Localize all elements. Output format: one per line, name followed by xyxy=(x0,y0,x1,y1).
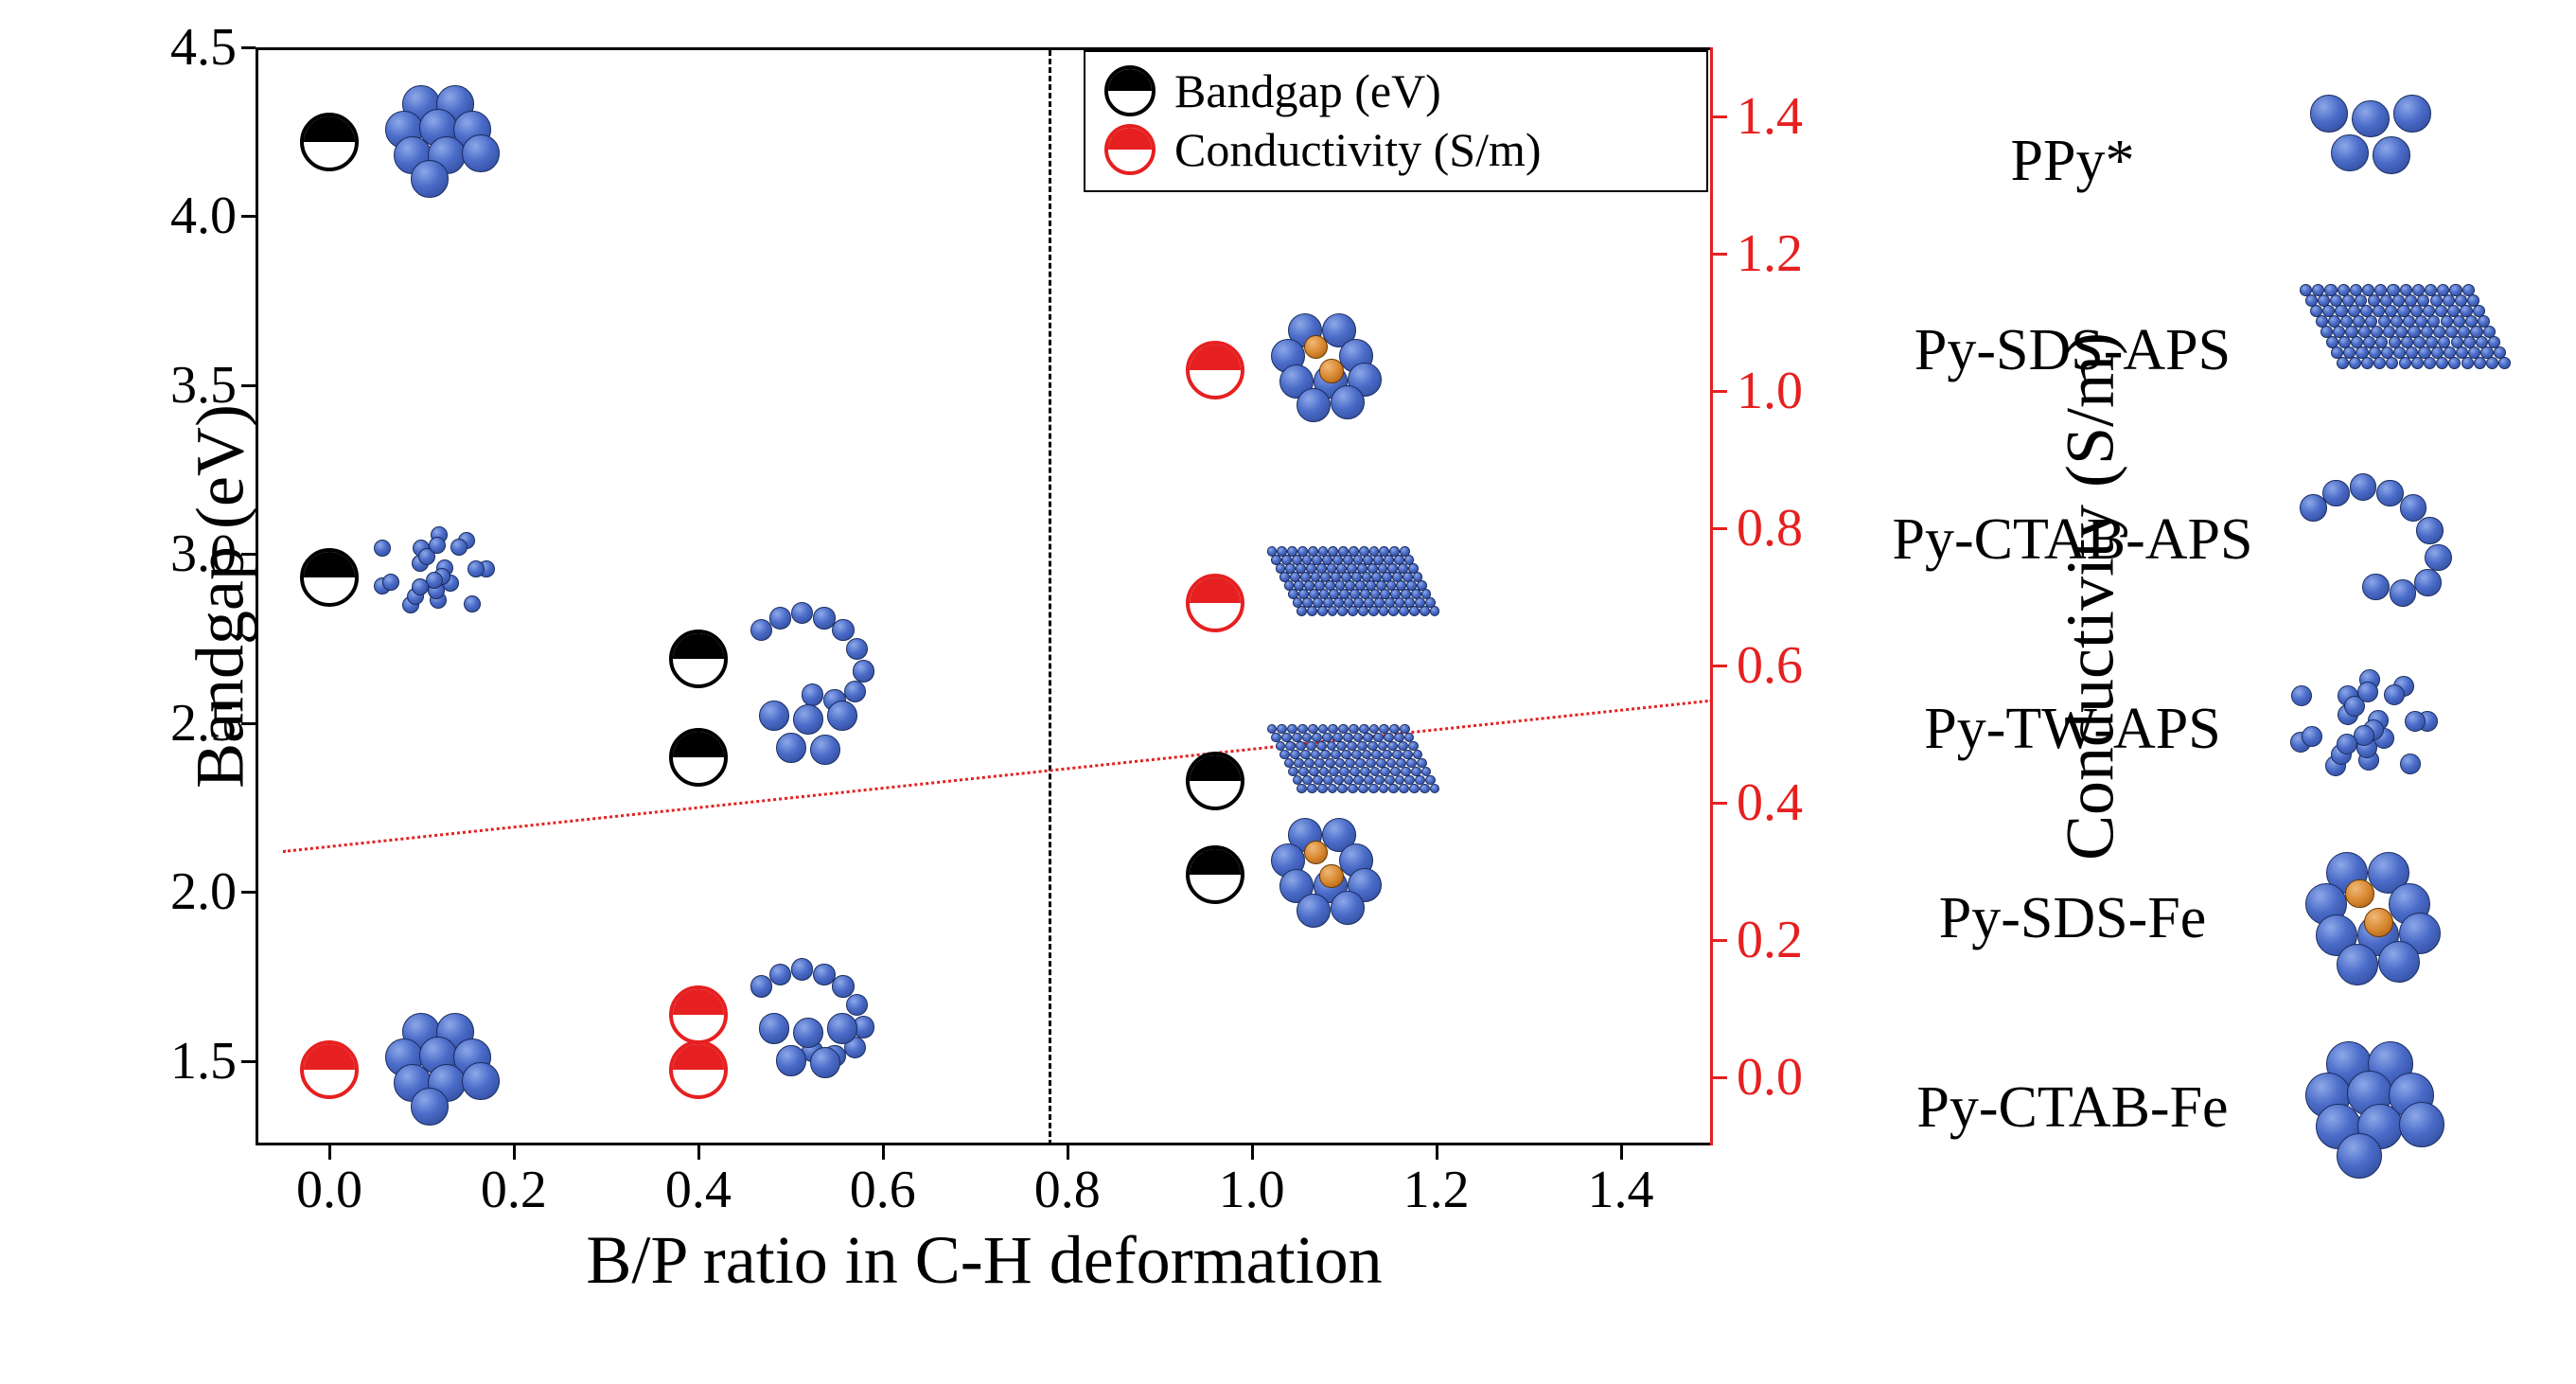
data-marker xyxy=(300,548,359,607)
legend-bandgap-label: Bandgap (eV) xyxy=(1174,63,1441,118)
data-marker xyxy=(1186,341,1244,399)
data-marker xyxy=(669,1040,728,1099)
tick-bottom xyxy=(697,1145,700,1160)
tick-left-label: 3.0 xyxy=(151,523,237,584)
data-marker xyxy=(1186,574,1244,632)
tick-bottom-label: 0.0 xyxy=(296,1160,362,1220)
tick-bottom xyxy=(1067,1145,1069,1160)
material-row: PPy* xyxy=(1845,95,2508,227)
tick-left xyxy=(241,891,256,894)
material-label: Py-CTAB-Fe xyxy=(1845,1074,2300,1142)
tick-bottom-label: 1.4 xyxy=(1588,1160,1654,1220)
tick-bottom xyxy=(1620,1145,1623,1160)
tick-bottom xyxy=(1251,1145,1254,1160)
tick-right xyxy=(1713,1076,1727,1079)
tick-right-label: 0.8 xyxy=(1737,498,1850,559)
tick-right-label: 0.4 xyxy=(1737,772,1850,833)
x-axis-label: B/P ratio in C-H deformation xyxy=(256,1221,1713,1300)
legend-conductivity: Conductivity (S/m) xyxy=(1104,120,1687,179)
material-label: Py-SDS-Fe xyxy=(1845,885,2300,952)
tick-left xyxy=(241,722,256,725)
py-sds-fe-icon xyxy=(2300,852,2508,985)
tick-left xyxy=(241,1060,256,1063)
py-ctab-aps-icon xyxy=(2300,473,2508,606)
legend-bandgap: Bandgap (eV) xyxy=(1104,62,1687,120)
legend-conductivity-label: Conductivity (S/m) xyxy=(1174,122,1542,177)
tick-right-label: 0.6 xyxy=(1737,635,1850,696)
tick-bottom-label: 1.2 xyxy=(1403,1160,1470,1220)
tick-left-label: 1.5 xyxy=(151,1031,237,1091)
material-row: Py-SDS-APS xyxy=(1845,284,2508,417)
tick-left xyxy=(241,384,256,387)
data-marker xyxy=(300,1040,359,1099)
data-marker xyxy=(669,985,728,1044)
divider-line xyxy=(1049,50,1051,1145)
material-row: Py-SDS-Fe xyxy=(1845,852,2508,985)
tick-right-label: 1.4 xyxy=(1737,86,1850,147)
legend-box: Bandgap (eV) Conductivity (S/m) xyxy=(1084,50,1708,192)
tick-left xyxy=(241,215,256,218)
right-axis-border xyxy=(1710,47,1713,1145)
py-ctab-fe-icon xyxy=(2300,1041,2508,1174)
tick-left-label: 2.5 xyxy=(151,693,237,754)
tick-right xyxy=(1713,253,1727,256)
tick-left-label: 3.5 xyxy=(151,355,237,416)
tick-right-label: 0.2 xyxy=(1737,910,1850,970)
tick-right xyxy=(1713,390,1727,393)
tick-right xyxy=(1713,665,1727,667)
tick-right-label: 0.0 xyxy=(1737,1047,1850,1108)
tick-bottom xyxy=(1436,1145,1438,1160)
data-marker xyxy=(669,728,728,787)
material-label: Py-SDS-APS xyxy=(1845,317,2300,384)
py-sds-aps-icon xyxy=(2300,284,2508,417)
tick-left xyxy=(241,46,256,49)
data-marker xyxy=(300,113,359,171)
material-row: Py-CTAB-APS xyxy=(1845,473,2508,606)
tick-right xyxy=(1713,939,1727,942)
tick-left-label: 4.0 xyxy=(151,186,237,246)
tick-right xyxy=(1713,527,1727,530)
tick-left-label: 4.5 xyxy=(151,17,237,78)
data-marker xyxy=(1186,752,1244,810)
tick-bottom-label: 0.8 xyxy=(1034,1160,1101,1220)
py-tw-aps-icon xyxy=(2300,663,2508,795)
data-marker xyxy=(669,630,728,688)
tick-bottom-label: 0.4 xyxy=(665,1160,732,1220)
tick-right-label: 1.0 xyxy=(1737,361,1850,421)
data-marker xyxy=(1186,845,1244,904)
chart-container: Bandgap (eV) Conductivity (S/m) B/P rati… xyxy=(57,28,1732,1325)
tick-bottom xyxy=(328,1145,331,1160)
material-label: Py-CTAB-APS xyxy=(1845,506,2300,574)
tick-left-label: 2.0 xyxy=(151,861,237,922)
tick-bottom-label: 0.6 xyxy=(850,1160,916,1220)
tick-left xyxy=(241,553,256,556)
material-label: PPy* xyxy=(1845,128,2300,195)
tick-bottom-label: 0.2 xyxy=(481,1160,547,1220)
material-label: Py-TW-APS xyxy=(1845,696,2300,763)
materials-legend-panel: PPy* Py-SDS-APS Py-CTAB-APS Py-TW-APS Py… xyxy=(1845,95,2508,1231)
tick-bottom-label: 1.0 xyxy=(1219,1160,1285,1220)
tick-bottom xyxy=(882,1145,885,1160)
tick-right xyxy=(1713,115,1727,118)
ppy-icon xyxy=(2300,95,2508,227)
tick-bottom xyxy=(513,1145,516,1160)
tick-right xyxy=(1713,802,1727,805)
material-row: Py-CTAB-Fe xyxy=(1845,1041,2508,1174)
material-row: Py-TW-APS xyxy=(1845,663,2508,795)
tick-right-label: 1.2 xyxy=(1737,223,1850,284)
